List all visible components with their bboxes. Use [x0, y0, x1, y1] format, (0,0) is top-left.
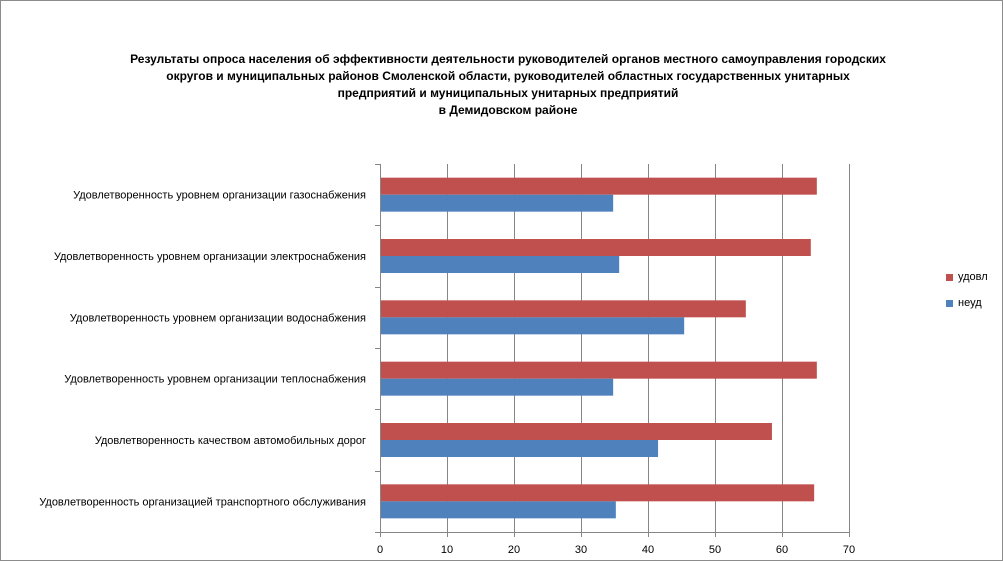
bar-udovl [381, 239, 811, 256]
bar-udovl [381, 361, 817, 379]
chart-title-line: округов и муниципальных районов Смоленск… [166, 69, 850, 83]
bars [381, 177, 817, 519]
bar-udovl [381, 300, 746, 318]
x-tick-label: 30 [575, 544, 587, 556]
bar-neud [381, 440, 659, 457]
legend-item-udovl: удовл [946, 264, 988, 290]
chart-title-line: предприятий и муниципальных унитарных пр… [337, 86, 679, 100]
axis-labels: 0 10 20 30 40 50 60 70 Удовлетворенность уровнем… [39, 190, 855, 556]
x-tick-label: 50 [709, 544, 721, 556]
category-label: Удовлетворенность качеством автомобильны… [95, 435, 366, 447]
chart-title-line: в Демидовском районе [438, 103, 578, 117]
chart-title: Результаты опроса населения об эффективн… [100, 51, 916, 119]
x-tick-label: 10 [441, 544, 453, 556]
bar-neud [381, 256, 620, 273]
legend-label-neud: неуд [958, 297, 982, 309]
category-label: Удовлетворенность уровнем организации эл… [54, 251, 366, 263]
chart-title-line: Результаты опроса населения об эффективн… [130, 52, 886, 66]
category-label: Удовлетворенность уровнем организации га… [73, 190, 366, 202]
x-tick-label: 60 [776, 544, 788, 556]
category-label: Удовлетворенность организацией транспорт… [39, 496, 366, 508]
bar-udovl [381, 484, 815, 502]
legend: удовл неуд [946, 264, 988, 316]
bar-neud [381, 501, 616, 519]
x-tick-label: 0 [377, 544, 383, 556]
bar-udovl [381, 423, 772, 440]
bar-neud [381, 194, 614, 212]
bar-neud [381, 378, 614, 396]
x-tick-label: 70 [843, 544, 855, 556]
bar-udovl [381, 177, 817, 195]
axes [375, 164, 850, 537]
x-tick-label: 40 [642, 544, 654, 556]
x-tick-label: 20 [508, 544, 520, 556]
legend-swatch-udovl [946, 273, 953, 281]
category-label: Удовлетворенность уровнем организации те… [64, 374, 366, 386]
legend-item-neud: неуд [946, 290, 988, 316]
legend-swatch-neud [946, 299, 953, 307]
category-label: Удовлетворенность уровнем организации во… [70, 312, 366, 324]
bar-neud [381, 317, 685, 335]
gridlines [447, 164, 850, 532]
legend-label-udovl: удовл [958, 271, 988, 283]
